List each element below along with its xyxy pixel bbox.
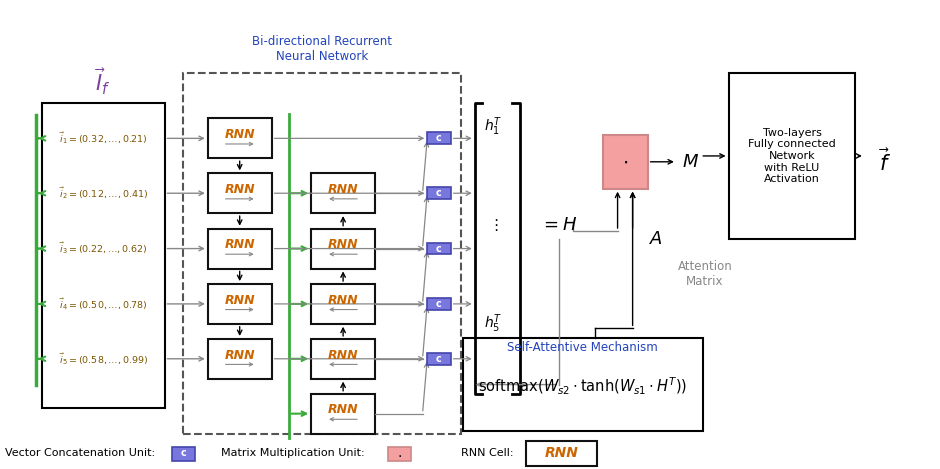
Text: $\vec{i}_4 = (0.50,\ldots,0.78)$: $\vec{i}_4 = (0.50,\ldots,0.78)$ bbox=[59, 296, 148, 312]
Text: RNN: RNN bbox=[225, 128, 255, 141]
Text: RNN: RNN bbox=[544, 446, 579, 460]
Text: $\mathrm{softmax}(W_{s2} \cdot \tanh(W_{s1} \cdot H^T))$: $\mathrm{softmax}(W_{s2} \cdot \tanh(W_{… bbox=[478, 377, 687, 397]
FancyBboxPatch shape bbox=[311, 394, 375, 433]
Text: $h_5^T$: $h_5^T$ bbox=[484, 312, 503, 335]
FancyBboxPatch shape bbox=[603, 135, 648, 189]
Text: c: c bbox=[436, 243, 442, 254]
FancyBboxPatch shape bbox=[427, 133, 451, 144]
Text: RNN Cell:: RNN Cell: bbox=[461, 447, 513, 458]
Text: RNN: RNN bbox=[328, 403, 358, 416]
FancyBboxPatch shape bbox=[427, 187, 451, 199]
Text: RNN: RNN bbox=[225, 183, 255, 196]
FancyBboxPatch shape bbox=[183, 73, 461, 434]
FancyBboxPatch shape bbox=[208, 284, 272, 324]
Text: c: c bbox=[436, 354, 442, 364]
FancyBboxPatch shape bbox=[208, 174, 272, 213]
Text: .: . bbox=[398, 446, 401, 460]
FancyBboxPatch shape bbox=[208, 119, 272, 159]
Text: RNN: RNN bbox=[225, 238, 255, 251]
FancyBboxPatch shape bbox=[311, 174, 375, 213]
Text: Two-layers
Fully connected
Network
with ReLU
Activation: Two-layers Fully connected Network with … bbox=[748, 128, 836, 184]
Text: $\vec{I}_f$: $\vec{I}_f$ bbox=[96, 67, 111, 97]
Text: $= H$: $= H$ bbox=[540, 216, 578, 234]
FancyBboxPatch shape bbox=[311, 284, 375, 324]
Text: c: c bbox=[436, 133, 442, 144]
FancyBboxPatch shape bbox=[427, 353, 451, 365]
Text: $\vec{i}_1 = (0.32,\ldots,0.21)$: $\vec{i}_1 = (0.32,\ldots,0.21)$ bbox=[59, 130, 148, 146]
FancyBboxPatch shape bbox=[388, 447, 411, 461]
Text: Vector Concatenation Unit:: Vector Concatenation Unit: bbox=[5, 447, 155, 458]
Text: c: c bbox=[180, 447, 186, 458]
Text: RNN: RNN bbox=[328, 294, 358, 307]
Text: RNN: RNN bbox=[328, 183, 358, 196]
Text: $A$: $A$ bbox=[649, 230, 663, 248]
Text: Attention
Matrix: Attention Matrix bbox=[678, 260, 732, 288]
Text: RNN: RNN bbox=[328, 238, 358, 251]
FancyBboxPatch shape bbox=[427, 243, 451, 255]
Text: RNN: RNN bbox=[225, 294, 255, 307]
Text: c: c bbox=[436, 299, 442, 309]
FancyBboxPatch shape bbox=[526, 441, 597, 466]
Text: Matrix Multiplication Unit:: Matrix Multiplication Unit: bbox=[221, 447, 365, 458]
Text: RNN: RNN bbox=[328, 348, 358, 362]
Text: $\vec{i}_3 = (0.22,\ldots,0.62)$: $\vec{i}_3 = (0.22,\ldots,0.62)$ bbox=[59, 241, 148, 257]
Text: $\cdot$: $\cdot$ bbox=[622, 152, 628, 171]
FancyBboxPatch shape bbox=[208, 339, 272, 379]
Text: $M$: $M$ bbox=[682, 153, 698, 171]
FancyBboxPatch shape bbox=[427, 298, 451, 310]
FancyBboxPatch shape bbox=[172, 447, 195, 461]
FancyBboxPatch shape bbox=[463, 338, 703, 431]
Text: $h_1^T$: $h_1^T$ bbox=[484, 115, 503, 138]
FancyBboxPatch shape bbox=[728, 73, 855, 239]
Text: $\vdots$: $\vdots$ bbox=[488, 217, 499, 233]
Text: Self-Attentive Mechanism: Self-Attentive Mechanism bbox=[508, 341, 658, 355]
FancyBboxPatch shape bbox=[42, 103, 164, 408]
FancyBboxPatch shape bbox=[208, 229, 272, 268]
FancyBboxPatch shape bbox=[311, 229, 375, 268]
Text: RNN: RNN bbox=[225, 348, 255, 362]
Text: $\vec{i}_5 = (0.58,\ldots,0.99)$: $\vec{i}_5 = (0.58,\ldots,0.99)$ bbox=[58, 351, 149, 367]
Text: Bi-directional Recurrent
Neural Network: Bi-directional Recurrent Neural Network bbox=[253, 35, 392, 63]
FancyBboxPatch shape bbox=[311, 339, 375, 379]
Text: $\vec{f}$: $\vec{f}$ bbox=[879, 148, 891, 175]
Text: c: c bbox=[436, 188, 442, 198]
Text: $\vec{i}_2 = (0.12,\ldots,0.41)$: $\vec{i}_2 = (0.12,\ldots,0.41)$ bbox=[58, 185, 149, 201]
